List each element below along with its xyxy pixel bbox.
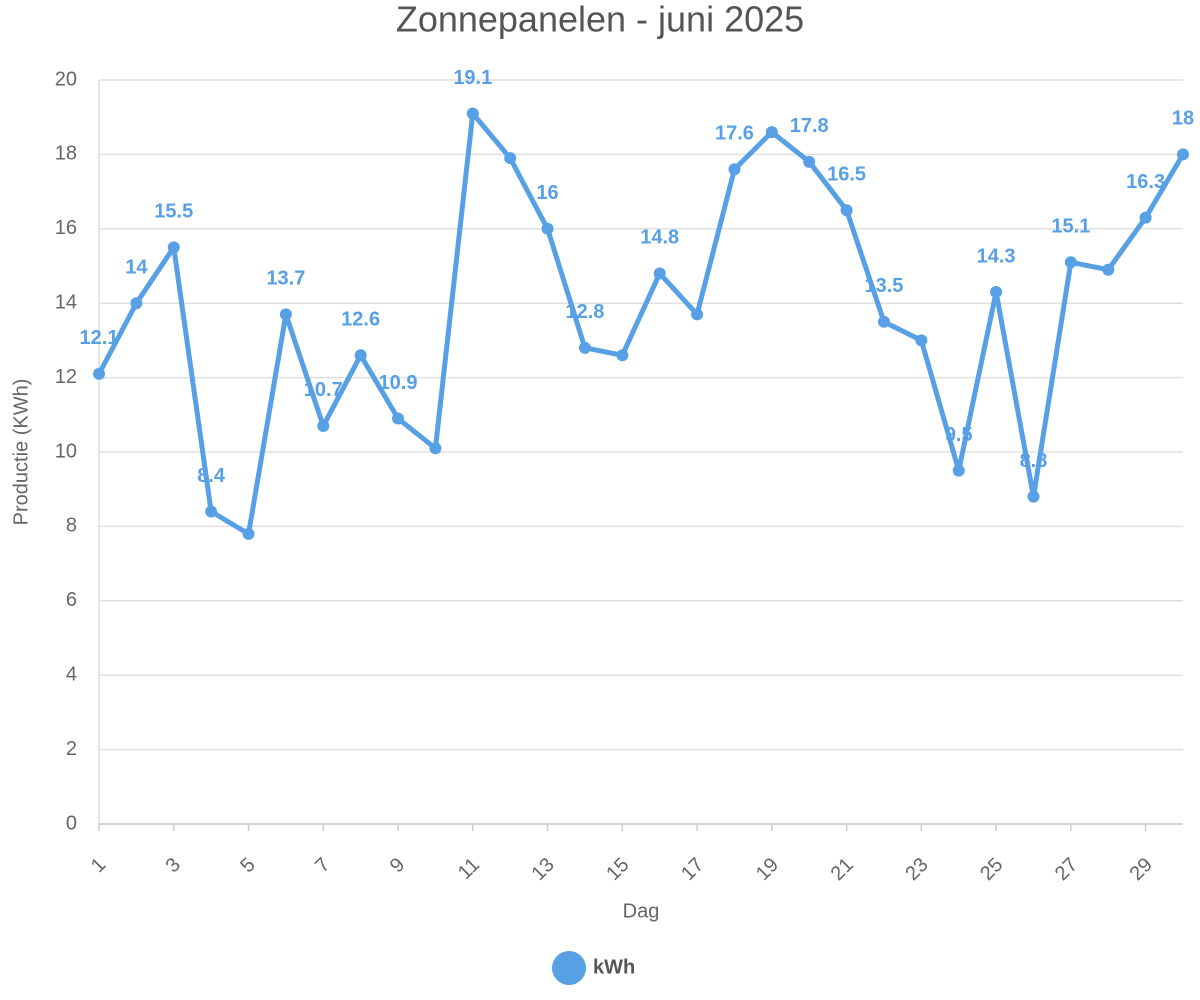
x-tick-label: 9 [386,854,409,877]
data-label: 15.5 [154,201,193,223]
legend-marker [552,951,586,985]
chart-title: Zonnepanelen - juni 2025 [396,0,804,40]
data-label: 8.8 [1020,450,1048,472]
x-tick-label: 7 [311,854,334,877]
point [1102,263,1115,276]
x-tick-label: 29 [1126,854,1157,885]
point [691,308,704,321]
x-tick-label: 11 [454,854,484,884]
x-tick-label: 5 [236,854,259,877]
point [990,286,1003,299]
x-tick-label: 13 [528,854,559,885]
point [728,163,741,176]
point [765,126,778,139]
data-label: 17.6 [715,123,754,145]
x-tick-label: 3 [162,854,185,877]
point [1139,211,1152,224]
point [504,152,517,165]
point [653,267,666,280]
data-label: 10.9 [379,372,418,394]
point [354,349,367,362]
point [840,204,853,217]
x-tick-label: 19 [752,854,783,885]
y-tick-label: 10 [55,440,77,462]
data-label: 14 [125,256,148,278]
y-tick-label: 12 [55,366,77,388]
y-tick-label: 20 [55,68,77,90]
data-label: 10.7 [304,379,343,401]
point [1177,148,1189,161]
point [541,222,554,235]
y-tick-label: 14 [55,291,77,313]
data-label: 17.8 [790,115,829,137]
data-label: 12.6 [341,309,380,331]
point [1027,490,1040,503]
x-tick-label: 23 [901,854,932,885]
x-axis-title: Dag [623,900,660,922]
data-label: 8.4 [197,465,226,487]
x-tick-label: 15 [602,854,633,885]
y-axis-title: Productie (KWh) [10,379,32,526]
point [93,367,105,380]
y-tick-label: 8 [66,515,77,537]
data-label: 19.1 [453,67,492,89]
point [915,334,928,347]
point [205,505,218,518]
data-label: 16.3 [1126,171,1165,193]
line [96,110,1186,537]
data-label: 15.1 [1051,216,1090,238]
point [466,107,479,120]
point [578,341,591,354]
data-label: 12.1 [80,327,119,349]
x-tick-label: 25 [976,854,1007,885]
data-label: 12.8 [565,301,604,323]
y-tick-label: 2 [66,738,77,760]
y-tick-label: 4 [66,663,77,685]
data-label: 16 [536,182,558,204]
data-label: 16.5 [827,163,866,185]
data-label: 14.8 [640,227,679,249]
point [167,241,180,254]
data-label: 13.7 [266,268,305,290]
data-label: 14.3 [977,245,1016,267]
legend-label: kWh [593,956,635,978]
x-tick-label: 17 [677,854,708,885]
x-tick-label: 21 [827,854,858,885]
point [877,315,890,328]
point [1064,256,1077,269]
point [130,297,143,310]
point [392,412,405,425]
point [317,419,330,432]
point [803,155,816,168]
point [279,308,292,321]
point [616,349,629,362]
y-tick-label: 6 [66,589,77,611]
data-label: 9.5 [945,424,973,446]
data-label: 18 [1172,108,1194,130]
y-tick-label: 18 [55,143,77,165]
data-label: 13.5 [864,275,903,297]
y-tick-label: 0 [66,812,77,834]
x-tick-label: 27 [1051,854,1082,885]
point [242,527,255,540]
x-tick-label: 1 [87,854,110,877]
point [952,464,965,477]
y-tick-label: 16 [55,217,77,239]
point [429,442,442,455]
